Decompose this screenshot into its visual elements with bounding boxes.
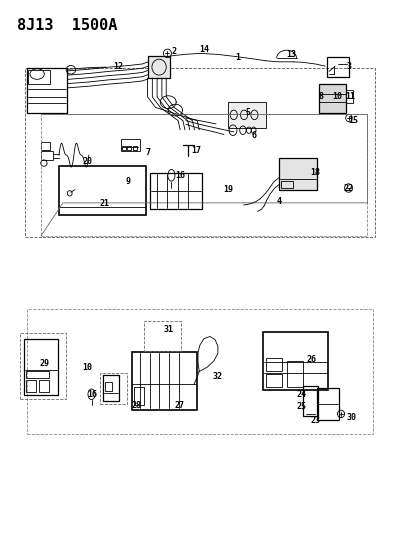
Bar xyxy=(28,70,50,84)
Text: 17: 17 xyxy=(191,147,201,156)
Text: 3: 3 xyxy=(346,62,352,70)
Bar xyxy=(303,386,318,416)
Bar xyxy=(27,309,373,433)
Bar xyxy=(41,142,50,150)
Text: 5: 5 xyxy=(245,108,250,117)
Text: 28: 28 xyxy=(132,401,142,410)
Text: 16: 16 xyxy=(87,390,97,399)
Bar xyxy=(41,114,367,236)
Text: 21: 21 xyxy=(100,199,110,208)
Text: 11: 11 xyxy=(345,92,355,101)
Text: 1: 1 xyxy=(235,53,240,62)
Bar xyxy=(150,173,202,209)
Text: 10: 10 xyxy=(332,92,342,101)
Bar xyxy=(266,374,282,387)
Bar xyxy=(133,146,137,150)
Bar xyxy=(144,320,181,351)
Text: 13: 13 xyxy=(286,50,296,59)
Text: 4: 4 xyxy=(277,197,282,206)
Text: 23: 23 xyxy=(310,416,320,425)
Text: 7: 7 xyxy=(146,148,151,157)
Text: 20: 20 xyxy=(83,157,93,166)
Bar xyxy=(286,361,303,387)
Bar xyxy=(319,84,346,113)
Bar xyxy=(263,332,328,390)
Text: 16: 16 xyxy=(175,171,185,180)
Bar xyxy=(148,56,170,78)
Bar xyxy=(26,380,36,392)
Text: 29: 29 xyxy=(39,359,49,367)
Bar xyxy=(317,389,339,420)
Bar xyxy=(127,146,131,150)
Bar xyxy=(24,339,58,395)
Bar xyxy=(266,358,282,372)
Bar xyxy=(346,90,353,103)
Bar xyxy=(103,375,119,401)
Text: 24: 24 xyxy=(296,390,306,399)
Bar xyxy=(122,146,126,150)
Bar xyxy=(280,158,317,190)
Bar xyxy=(39,380,49,392)
Text: 2: 2 xyxy=(172,47,177,56)
Text: 15: 15 xyxy=(348,116,358,125)
Bar xyxy=(20,333,66,399)
Text: 12: 12 xyxy=(114,62,124,70)
Bar xyxy=(27,68,67,113)
Bar xyxy=(26,372,49,378)
Bar xyxy=(25,68,375,237)
Bar xyxy=(41,151,53,160)
Text: 14: 14 xyxy=(199,45,209,54)
Bar xyxy=(282,181,293,188)
Text: 25: 25 xyxy=(296,402,306,411)
Text: 6: 6 xyxy=(251,131,256,140)
Bar xyxy=(59,166,146,215)
Text: 31: 31 xyxy=(163,325,173,334)
Bar xyxy=(228,102,266,127)
Bar xyxy=(120,139,140,151)
Bar xyxy=(100,373,127,405)
Text: 30: 30 xyxy=(347,413,357,422)
Text: 18: 18 xyxy=(310,167,320,176)
Text: 19: 19 xyxy=(223,185,233,194)
Bar xyxy=(105,382,112,391)
Text: 32: 32 xyxy=(213,372,223,381)
Text: 9: 9 xyxy=(126,177,131,186)
Bar xyxy=(132,352,197,410)
Text: 27: 27 xyxy=(174,401,184,410)
Bar xyxy=(134,387,144,406)
Text: 22: 22 xyxy=(344,183,354,192)
Bar xyxy=(327,56,349,77)
Text: 8: 8 xyxy=(319,92,324,101)
Text: 10: 10 xyxy=(82,363,92,372)
Text: 8J13  1500A: 8J13 1500A xyxy=(17,18,118,34)
Text: 26: 26 xyxy=(306,355,316,364)
